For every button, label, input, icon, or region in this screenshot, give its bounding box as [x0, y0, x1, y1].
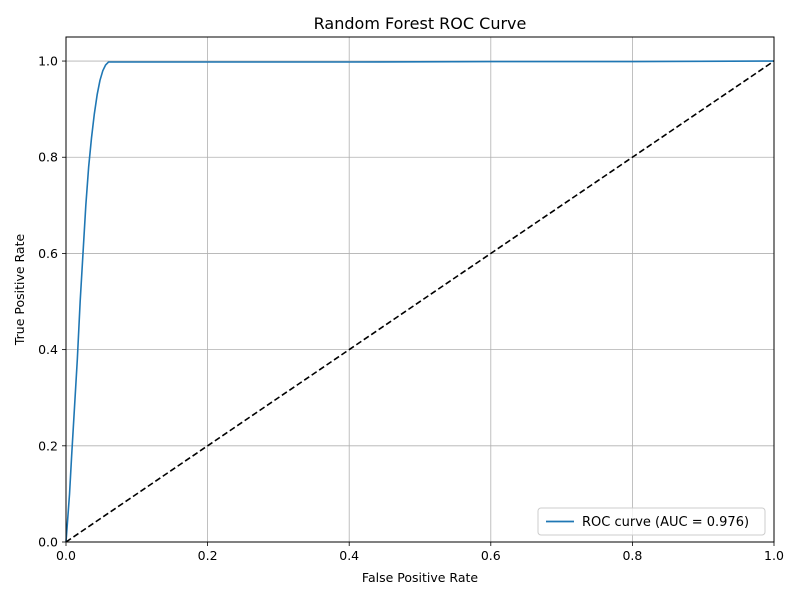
y-tick-label: 0.0 — [38, 535, 58, 550]
x-tick-label: 0.6 — [481, 548, 501, 563]
x-axis-label: False Positive Rate — [362, 570, 478, 585]
x-tick-label: 0.2 — [198, 548, 218, 563]
roc-curve-line — [65, 60, 775, 543]
y-tick-label: 0.6 — [38, 246, 58, 261]
series-layer — [65, 60, 775, 543]
legend-label-roc: ROC curve (AUC = 0.976) — [582, 515, 749, 530]
legend-box — [537, 507, 766, 536]
legend: ROC curve (AUC = 0.976) — [537, 507, 766, 536]
x-tick-label: 0.4 — [339, 548, 359, 563]
chart-title: Random Forest ROC Curve — [314, 14, 527, 33]
plot-frame — [65, 36, 775, 543]
y-tick-label: 1.0 — [38, 54, 58, 69]
grid — [65, 37, 775, 543]
ticks-layer: 0.0 0.2 0.4 0.6 0.8 1.0 0.0 0.2 0.4 0.6 0.8 1.0 — [38, 54, 784, 563]
x-tick-label: 1.0 — [764, 548, 784, 563]
y-tick-label: 0.2 — [38, 438, 58, 453]
y-tick-label: 0.4 — [38, 342, 58, 357]
x-tick-label: 0.0 — [56, 548, 76, 563]
y-tick-label: 0.8 — [38, 150, 58, 165]
x-tick-label: 0.8 — [622, 548, 642, 563]
y-axis-label: True Positive Rate — [12, 234, 27, 347]
chance-diagonal-line — [65, 60, 775, 543]
